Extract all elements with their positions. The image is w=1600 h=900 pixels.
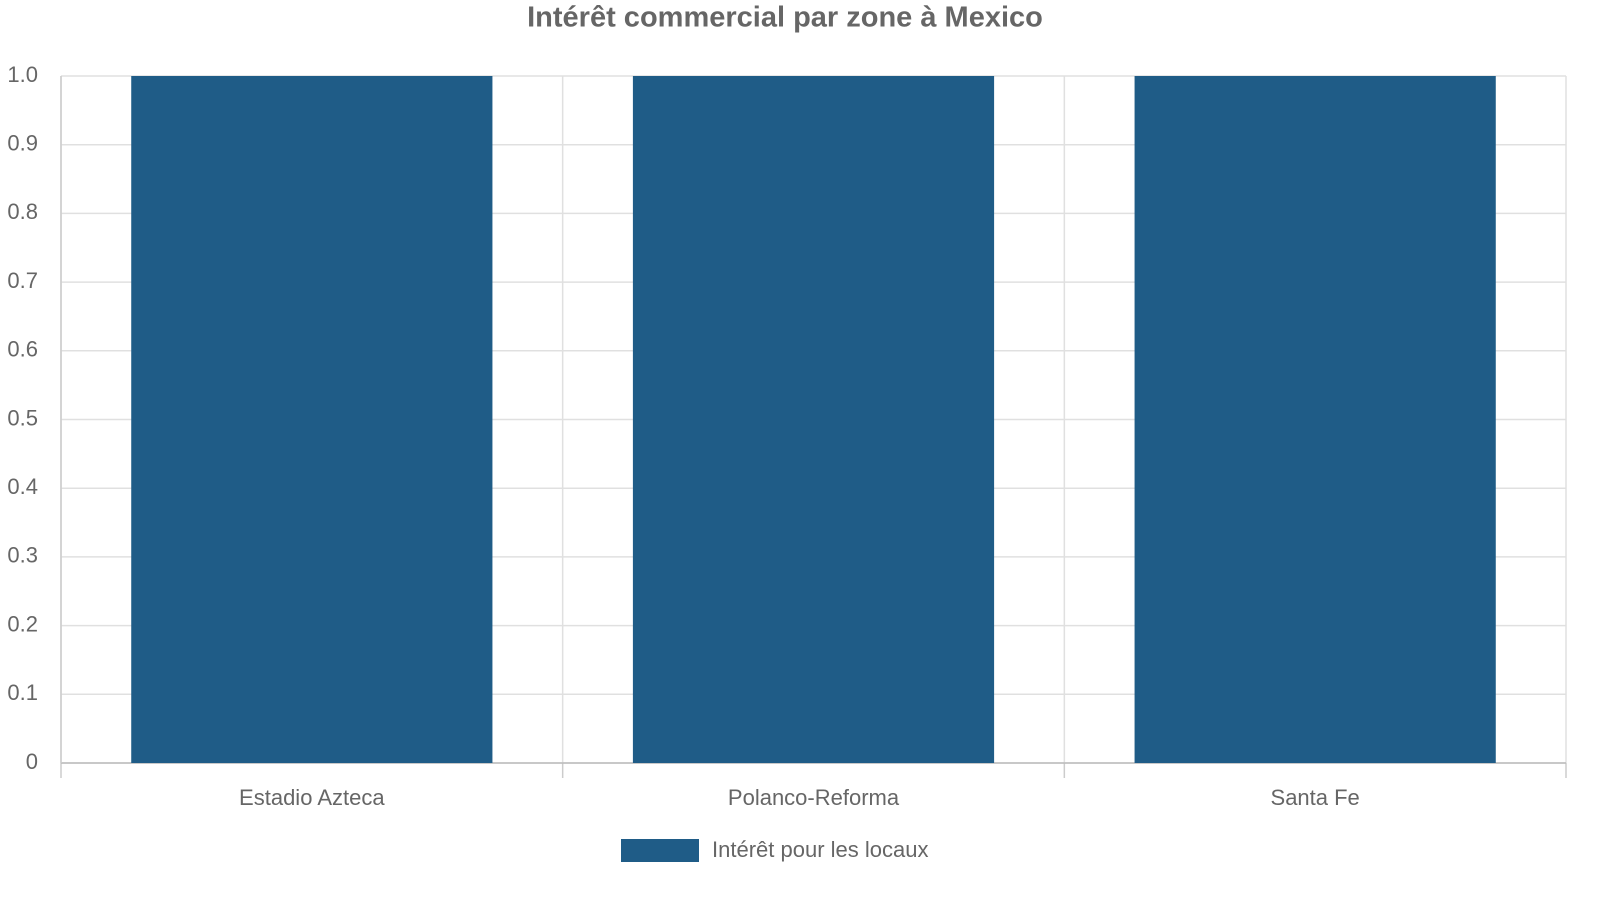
bar (131, 76, 493, 763)
y-tick-label: 0.6 (7, 337, 38, 362)
x-tick-label: Polanco-Reforma (728, 785, 900, 810)
y-tick-label: 0.4 (7, 474, 38, 499)
y-tick-label: 1.0 (7, 62, 38, 87)
legend-label: Intérêt pour les locaux (712, 837, 928, 862)
chart-title: Intérêt commercial par zone à Mexico (527, 2, 1043, 34)
y-tick-label: 0.9 (7, 131, 38, 156)
y-tick-label: 0.1 (7, 680, 38, 705)
y-tick-label: 0.5 (7, 405, 38, 430)
bar (632, 76, 995, 763)
x-tick-label: Santa Fe (1271, 785, 1360, 810)
y-tick-label: 0.8 (7, 199, 38, 224)
y-tick-label: 0 (26, 749, 38, 774)
legend-swatch (621, 839, 699, 862)
x-tick-label: Estadio Azteca (239, 785, 385, 810)
y-tick-label: 0.2 (7, 611, 38, 636)
y-tick-label: 0.3 (7, 543, 38, 568)
bar (1134, 76, 1496, 763)
y-tick-label: 0.7 (7, 268, 38, 293)
